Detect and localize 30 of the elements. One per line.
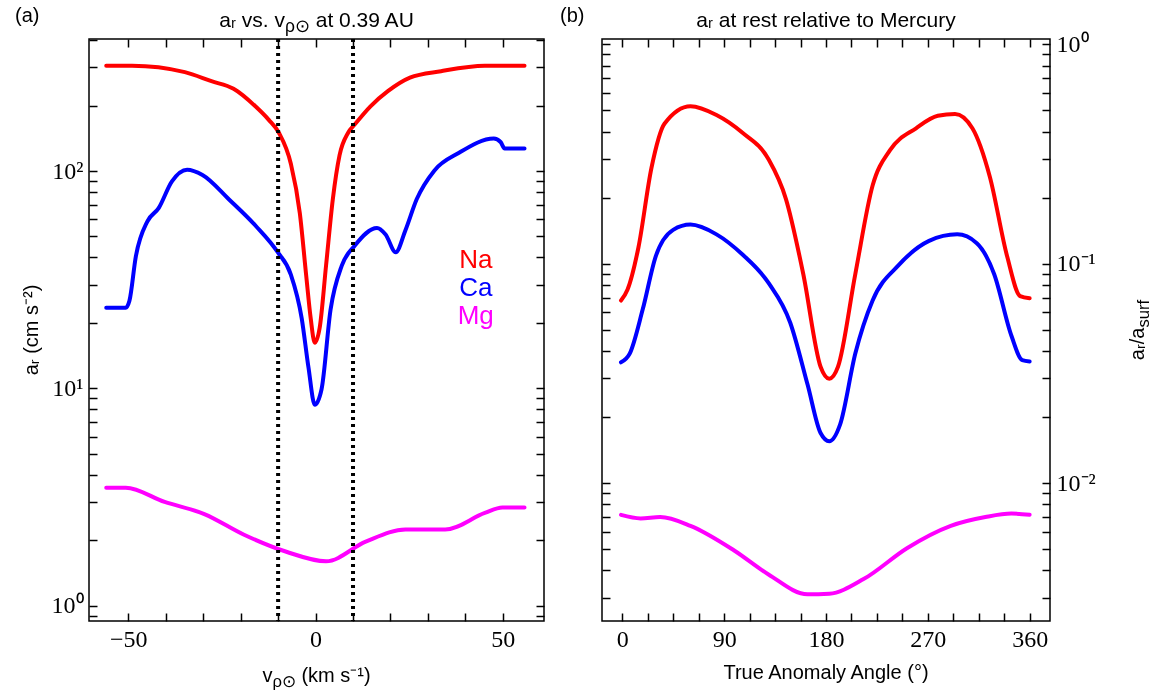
y-axis-title: aᵣ (cm s⁻²) xyxy=(18,284,43,376)
x-tick-label: 90 xyxy=(712,625,737,652)
x-tick-label: 0 xyxy=(616,625,629,652)
text: Ca xyxy=(459,272,493,303)
x-tick-label: 180 xyxy=(808,625,845,652)
y-tick-label: 10⁰ xyxy=(51,592,84,619)
text: (b) xyxy=(560,4,585,27)
chart-title: aᵣ vs. v$_{ρ⊙}$ at 0.39 AU xyxy=(218,8,415,38)
x-axis-title: v$_{ρ⊙}$ (km s⁻¹) xyxy=(261,663,372,692)
line-series xyxy=(104,136,527,407)
x-tick-label: 0 xyxy=(310,625,323,652)
x-tick-label: −50 xyxy=(110,625,148,652)
text: Mg xyxy=(457,300,494,331)
x-axis-title: True Anomaly Angle (°) xyxy=(722,661,930,684)
x-tick-label: 50 xyxy=(491,625,516,652)
y-tick-label: 10¹ xyxy=(52,374,84,401)
line-series xyxy=(619,104,1032,381)
y-tick-label: 10² xyxy=(52,157,84,184)
y2-tick-label: 10⁻¹ xyxy=(1056,250,1096,277)
y2-tick-label: 10⁻² xyxy=(1056,469,1096,496)
x-tick-label: 270 xyxy=(910,625,947,652)
line-series xyxy=(104,63,527,345)
chart-title: aᵣ at rest relative to Mercury xyxy=(695,8,957,32)
y2-tick-label: 10⁰ xyxy=(1056,30,1089,57)
text: (a) xyxy=(15,4,40,27)
x-tick-label: 360 xyxy=(1012,625,1049,652)
line-series xyxy=(619,222,1032,444)
line-series xyxy=(619,511,1032,597)
text: Na xyxy=(459,244,493,275)
line-series xyxy=(104,485,527,564)
